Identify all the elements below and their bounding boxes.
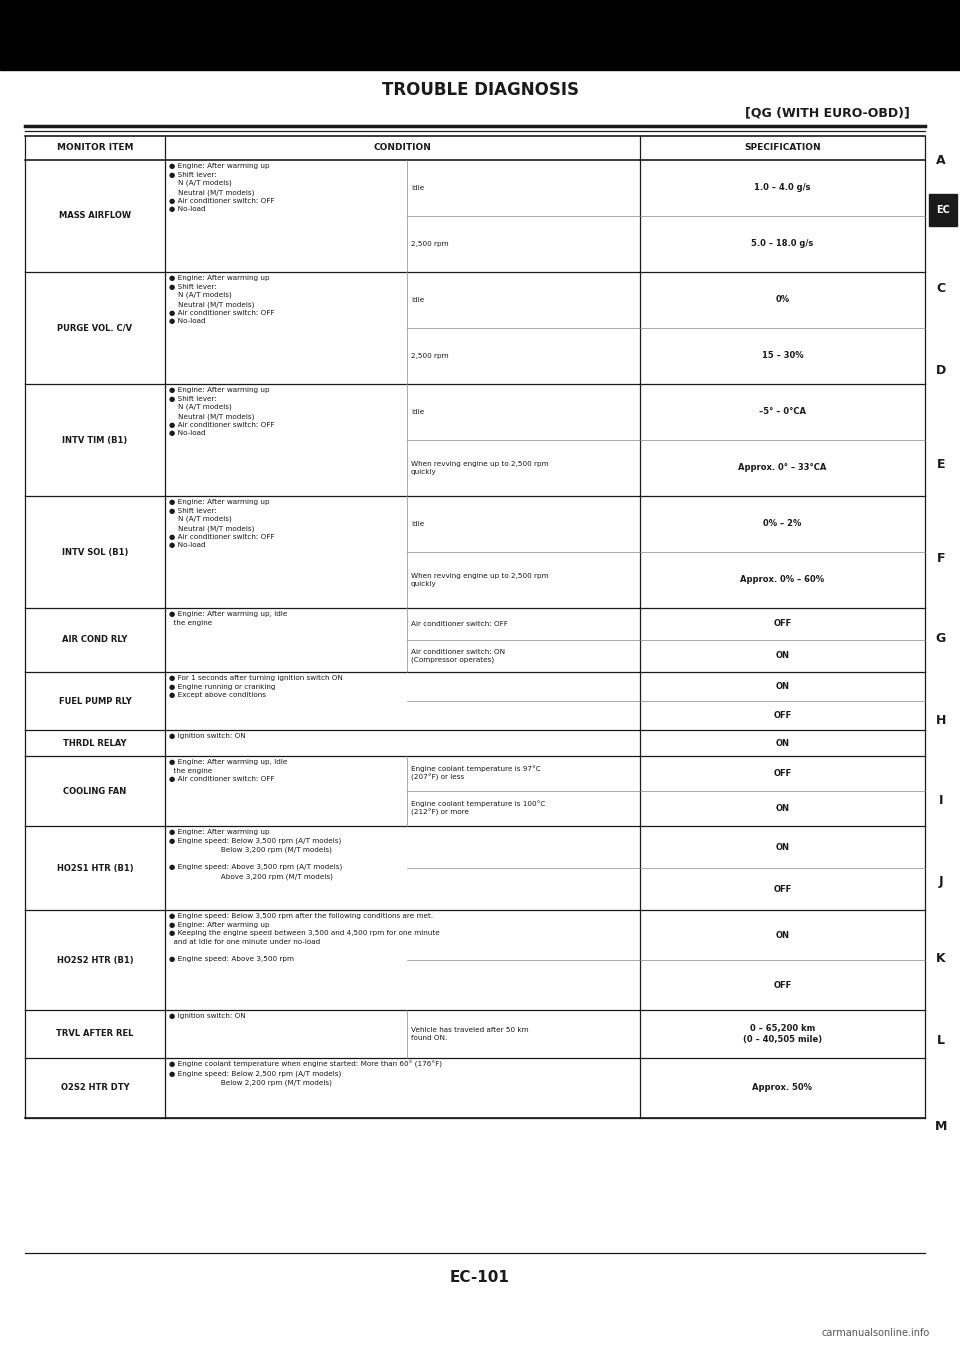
Text: OFF: OFF [774, 769, 792, 778]
Text: ● Ignition switch: ON: ● Ignition switch: ON [169, 733, 246, 739]
Text: PURGE VOL. C/V: PURGE VOL. C/V [58, 323, 132, 333]
Text: ● Ignition switch: ON: ● Ignition switch: ON [169, 1013, 246, 1018]
Text: 15 – 30%: 15 – 30% [761, 352, 804, 360]
Text: 1.0 – 4.0 g/s: 1.0 – 4.0 g/s [755, 183, 811, 193]
Text: J: J [939, 876, 944, 888]
Text: CONDITION: CONDITION [373, 144, 431, 152]
Text: C: C [936, 281, 946, 295]
Text: 0 – 65,200 km
(0 – 40,505 mile): 0 – 65,200 km (0 – 40,505 mile) [743, 1024, 822, 1044]
Text: When revving engine up to 2,500 rpm
quickly: When revving engine up to 2,500 rpm quic… [411, 462, 548, 475]
Text: O2S2 HTR DTY: O2S2 HTR DTY [60, 1084, 130, 1092]
Text: Vehicle has traveled after 50 km
found ON.: Vehicle has traveled after 50 km found O… [411, 1027, 529, 1040]
Text: Idle: Idle [411, 297, 424, 303]
Text: HO2S1 HTR (B1): HO2S1 HTR (B1) [57, 864, 133, 872]
Text: ● Engine: After warming up, Idle
  the engine: ● Engine: After warming up, Idle the eng… [169, 611, 287, 626]
Bar [0, 0, 960, 71]
Text: ON: ON [776, 804, 789, 813]
Text: ● Engine: After warming up
● Shift lever:
    N (A/T models)
    Neutral (M/T mo: ● Engine: After warming up ● Shift lever… [169, 498, 275, 549]
Text: FUEL PUMP RLY: FUEL PUMP RLY [59, 697, 132, 706]
Text: ON: ON [776, 652, 789, 660]
Text: –5° – 0°CA: –5° – 0°CA [759, 407, 806, 417]
Text: H: H [936, 713, 947, 727]
Text: Idle: Idle [411, 521, 424, 527]
Text: ON: ON [776, 739, 789, 747]
Text: Air conditioner switch: ON
(Compressor operates): Air conditioner switch: ON (Compressor o… [411, 649, 505, 663]
Text: Engine coolant temperature is 100°C
(212°F) or more: Engine coolant temperature is 100°C (212… [411, 801, 545, 816]
Text: ● Engine: After warming up
● Shift lever:
    N (A/T models)
    Neutral (M/T mo: ● Engine: After warming up ● Shift lever… [169, 276, 275, 325]
Text: MONITOR ITEM: MONITOR ITEM [57, 144, 133, 152]
Text: M: M [935, 1119, 948, 1133]
Text: ● For 1 seconds after turning ignition switch ON
● Engine running or cranking
● : ● For 1 seconds after turning ignition s… [169, 675, 343, 698]
Text: MASS AIRFLOW: MASS AIRFLOW [59, 212, 132, 220]
Text: ● Engine coolant temperature when engine started: More than 60° (176°F)
● Engine: ● Engine coolant temperature when engine… [169, 1061, 442, 1086]
Text: AIR COND RLY: AIR COND RLY [62, 636, 128, 645]
Text: 0%: 0% [776, 296, 789, 304]
Text: Air conditioner switch: OFF: Air conditioner switch: OFF [411, 621, 508, 627]
Text: carmanualsonline.info: carmanualsonline.info [822, 1328, 930, 1338]
Text: COOLING FAN: COOLING FAN [63, 786, 127, 796]
Text: D: D [936, 364, 947, 376]
Text: INTV SOL (B1): INTV SOL (B1) [61, 547, 129, 557]
Text: ● Engine: After warming up
● Shift lever:
    N (A/T models)
    Neutral (M/T mo: ● Engine: After warming up ● Shift lever… [169, 387, 275, 436]
Text: K: K [936, 952, 946, 964]
Text: Engine coolant temperature is 97°C
(207°F) or less: Engine coolant temperature is 97°C (207°… [411, 766, 540, 781]
Text: OFF: OFF [774, 712, 792, 720]
Text: OFF: OFF [774, 884, 792, 894]
Text: THRDL RELAY: THRDL RELAY [63, 739, 127, 747]
Text: ON: ON [776, 930, 789, 940]
Text: G: G [936, 631, 947, 645]
Text: 2,500 rpm: 2,500 rpm [411, 240, 448, 247]
Text: E: E [937, 459, 946, 471]
Text: [QG (WITH EURO-OBD)]: [QG (WITH EURO-OBD)] [745, 106, 910, 120]
Text: SPECIFICATION: SPECIFICATION [744, 144, 821, 152]
Text: EC: EC [936, 205, 950, 215]
Text: I: I [939, 793, 944, 807]
Text: ● Engine: After warming up, Idle
  the engine
● Air conditioner switch: OFF: ● Engine: After warming up, Idle the eng… [169, 759, 287, 782]
Bar [929, 194, 957, 225]
Text: ON: ON [776, 842, 789, 851]
Text: OFF: OFF [774, 980, 792, 990]
Text: Approx. 50%: Approx. 50% [753, 1084, 812, 1092]
Text: ● Engine: After warming up
● Shift lever:
    N (A/T models)
    Neutral (M/T mo: ● Engine: After warming up ● Shift lever… [169, 163, 275, 212]
Text: Approx. 0% – 60%: Approx. 0% – 60% [740, 576, 825, 584]
Text: INTV TIM (B1): INTV TIM (B1) [62, 436, 128, 444]
Text: Idle: Idle [411, 409, 424, 416]
Text: EC-101: EC-101 [450, 1271, 510, 1286]
Text: 2,500 rpm: 2,500 rpm [411, 353, 448, 359]
Text: HO2S2 HTR (B1): HO2S2 HTR (B1) [57, 956, 133, 964]
Text: TRVL AFTER REL: TRVL AFTER REL [57, 1029, 133, 1039]
Text: A: A [936, 155, 946, 167]
Text: OFF: OFF [774, 619, 792, 629]
Text: When revving engine up to 2,500 rpm
quickly: When revving engine up to 2,500 rpm quic… [411, 573, 548, 587]
Text: F: F [937, 551, 946, 565]
Text: TROUBLE DIAGNOSIS: TROUBLE DIAGNOSIS [381, 81, 579, 99]
Text: 5.0 – 18.0 g/s: 5.0 – 18.0 g/s [752, 239, 814, 249]
Text: Approx. 0° – 33°CA: Approx. 0° – 33°CA [738, 463, 827, 473]
Text: ON: ON [776, 682, 789, 691]
Text: ● Engine speed: Below 3,500 rpm after the following conditions are met.
● Engine: ● Engine speed: Below 3,500 rpm after th… [169, 913, 440, 961]
Text: ● Engine: After warming up
● Engine speed: Below 3,500 rpm (A/T models)
        : ● Engine: After warming up ● Engine spee… [169, 828, 343, 880]
Text: L: L [937, 1033, 945, 1047]
Text: 0% – 2%: 0% – 2% [763, 520, 802, 528]
Text: Idle: Idle [411, 185, 424, 191]
